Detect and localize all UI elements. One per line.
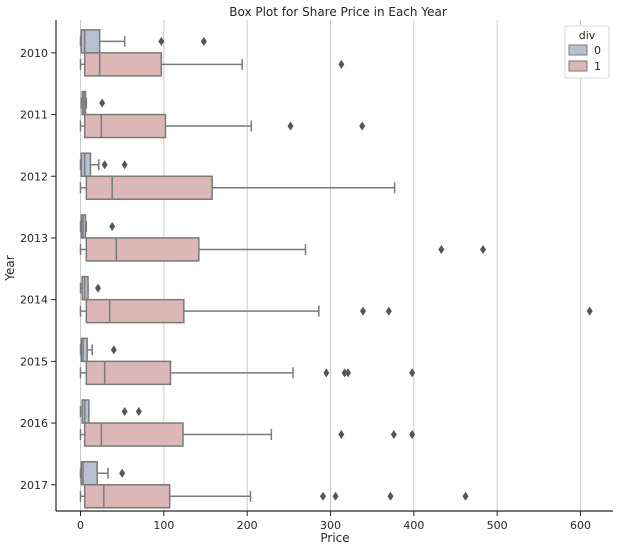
box-1-2012 [79, 175, 396, 200]
box-1-2017 [79, 484, 469, 509]
outlier-point [360, 306, 366, 316]
box-iqr [85, 175, 213, 200]
outlier-point [101, 160, 108, 170]
box-1-2011 [79, 113, 366, 139]
x-tick-label: 400 [403, 519, 424, 532]
y-tick-label: 2012 [20, 170, 48, 183]
y-tick-label: 2013 [20, 232, 48, 245]
box-iqr [85, 237, 200, 262]
x-tick-label: 200 [237, 519, 258, 532]
outlier-point [323, 368, 330, 378]
box-1-2015 [79, 360, 416, 386]
legend-label: 1 [594, 60, 601, 73]
outlier-point [332, 491, 339, 501]
x-tick-label: 500 [487, 519, 508, 532]
outlier-point [109, 221, 116, 231]
chart-title: Box Plot for Share Price in Each Year [229, 5, 447, 19]
box-0-2010 [79, 29, 207, 54]
box-iqr [85, 298, 185, 324]
outlier-point [95, 283, 101, 293]
box-iqr [83, 113, 167, 139]
outlier-point [110, 345, 117, 355]
x-tick-label: 300 [320, 519, 341, 532]
legend: div 0 1 [564, 25, 610, 79]
outlier-point [320, 491, 326, 501]
y-tick-label: 2015 [20, 355, 48, 368]
box-1-2014 [79, 298, 593, 324]
outlier-point [119, 468, 126, 478]
outlier-point [345, 368, 351, 378]
series-1 [79, 52, 593, 509]
box-1-2016 [79, 422, 416, 447]
x-axis-label: Price [320, 531, 349, 545]
x-tick-label: 100 [153, 519, 174, 532]
outlier-point [387, 491, 394, 501]
outlier-point [200, 36, 207, 46]
axes: 0 100 200 300 400 500 600 2010 2011 2012 2013 2014 2… [20, 20, 613, 532]
box-series [79, 29, 593, 509]
y-tick-label: 2016 [20, 417, 48, 430]
outlier-point [99, 98, 106, 108]
box-iqr [83, 484, 171, 509]
box-iqr [83, 52, 163, 77]
legend-swatch [568, 44, 588, 56]
outlier-point [121, 407, 128, 417]
outlier-point [385, 306, 392, 316]
outlier-point [586, 306, 593, 316]
outlier-point [409, 368, 416, 378]
outlier-point [359, 121, 366, 131]
box-iqr [83, 422, 184, 447]
outlier-point [338, 430, 345, 440]
x-tick-label: 0 [77, 519, 84, 532]
box-1-2010 [79, 52, 345, 77]
outlier-point [480, 244, 486, 254]
outlier-point [135, 407, 142, 417]
outlier-point [390, 430, 397, 440]
box-1-2013 [79, 237, 486, 262]
box-0-2012 [79, 152, 128, 177]
box-0-2016 [79, 399, 142, 424]
outlier-point [158, 36, 165, 46]
box-0-2014 [79, 275, 101, 301]
box-iqr [85, 360, 172, 386]
outlier-point [338, 59, 345, 69]
box-0-2013 [79, 214, 116, 239]
y-tick-label: 2017 [20, 479, 48, 492]
outlier-point [121, 160, 128, 170]
x-tick-label: 600 [570, 519, 591, 532]
outlier-point [409, 430, 416, 440]
outlier-point [287, 121, 294, 131]
y-axis-label: Year [3, 255, 17, 281]
y-tick-label: 2010 [20, 47, 48, 60]
outlier-point [462, 491, 469, 501]
gridlines [80, 20, 581, 511]
box-iqr [81, 399, 90, 424]
y-tick-label: 2011 [20, 109, 48, 122]
outlier-point [438, 244, 445, 254]
box-iqr [80, 152, 92, 177]
y-tick-label: 2014 [20, 294, 48, 307]
legend-title: div [579, 29, 596, 42]
box-0-2017 [79, 461, 126, 486]
legend-swatch [568, 60, 588, 72]
box-iqr [80, 337, 88, 363]
box-0-2011 [80, 90, 106, 116]
legend-label: 0 [594, 44, 601, 57]
box-0-2015 [79, 337, 117, 363]
outlier-point [341, 368, 348, 378]
